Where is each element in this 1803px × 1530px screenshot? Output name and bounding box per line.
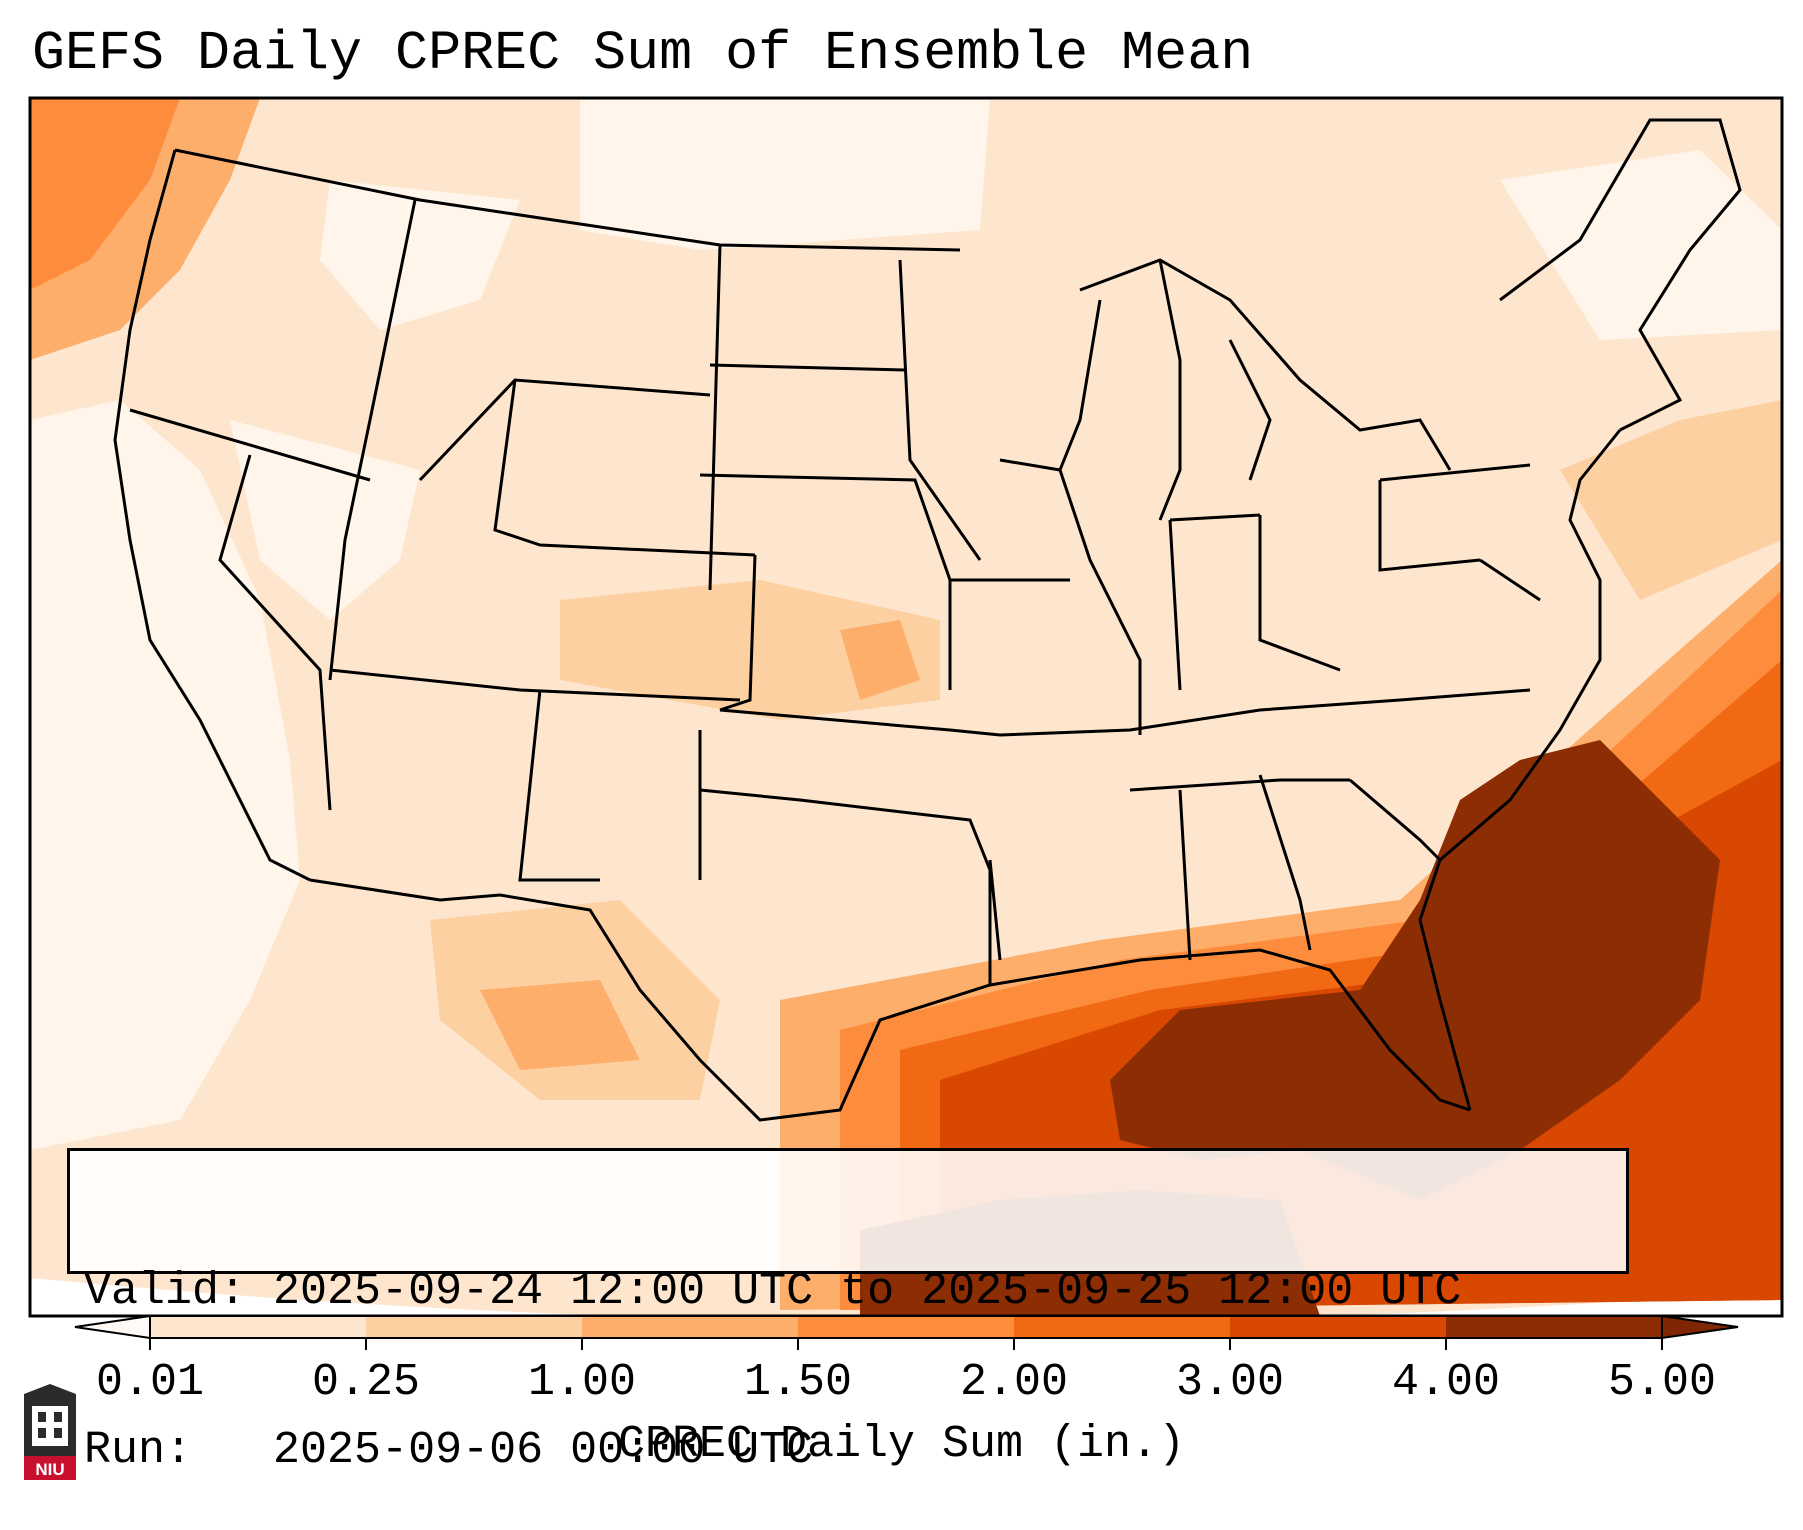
colorbar-segment — [582, 1316, 799, 1338]
niu-logo-text: NIU — [35, 1460, 64, 1479]
colorbar-segment — [1014, 1316, 1231, 1338]
run-line: Run: 2025-09-06 00:00 UTC — [84, 1424, 1612, 1477]
colorbar-tick-label: 1.50 — [743, 1357, 853, 1408]
colorbar-label: CPREC Daily Sum (in.) — [617, 1419, 1186, 1470]
colorbar-tick-label: 2.00 — [959, 1357, 1069, 1408]
colorbar-segment — [1230, 1316, 1447, 1338]
valid-label: Valid: — [84, 1266, 247, 1317]
colorbar-extend-over — [1661, 1314, 1739, 1340]
colorbar-segment — [1446, 1316, 1663, 1338]
colorbar-tick-label: 0.25 — [311, 1357, 421, 1408]
colorbar-extend-under — [74, 1314, 151, 1340]
colorbar-tick-label: 5.00 — [1607, 1357, 1717, 1408]
colorbar-tick-label: 3.00 — [1175, 1357, 1285, 1408]
info-box: Valid: 2025-09-24 12:00 UTC to 2025-09-2… — [67, 1148, 1629, 1476]
boundaries — [113, 118, 1742, 1122]
run-label: Run: — [84, 1425, 193, 1476]
run-value: 2025-09-06 00:00 UTC — [273, 1425, 814, 1476]
colorbar-border — [149, 1315, 1663, 1339]
colorbar-tick-label: 0.01 — [95, 1357, 205, 1408]
map-title: GEFS Daily CPREC Sum of Ensemble Mean — [32, 22, 1254, 85]
colorbar-segment — [798, 1316, 1015, 1338]
colorbar-tick-label: 1.00 — [527, 1357, 637, 1408]
valid-value: 2025-09-24 12:00 UTC to 2025-09-25 12:00… — [273, 1266, 1462, 1317]
niu-logo-icon: NIU — [24, 1384, 76, 1480]
valid-line: Valid: 2025-09-24 12:00 UTC to 2025-09-2… — [84, 1265, 1612, 1318]
colorbar-segment — [366, 1316, 583, 1338]
colorbar-tick-label: 4.00 — [1391, 1357, 1501, 1408]
colorbar-segment — [150, 1316, 367, 1338]
